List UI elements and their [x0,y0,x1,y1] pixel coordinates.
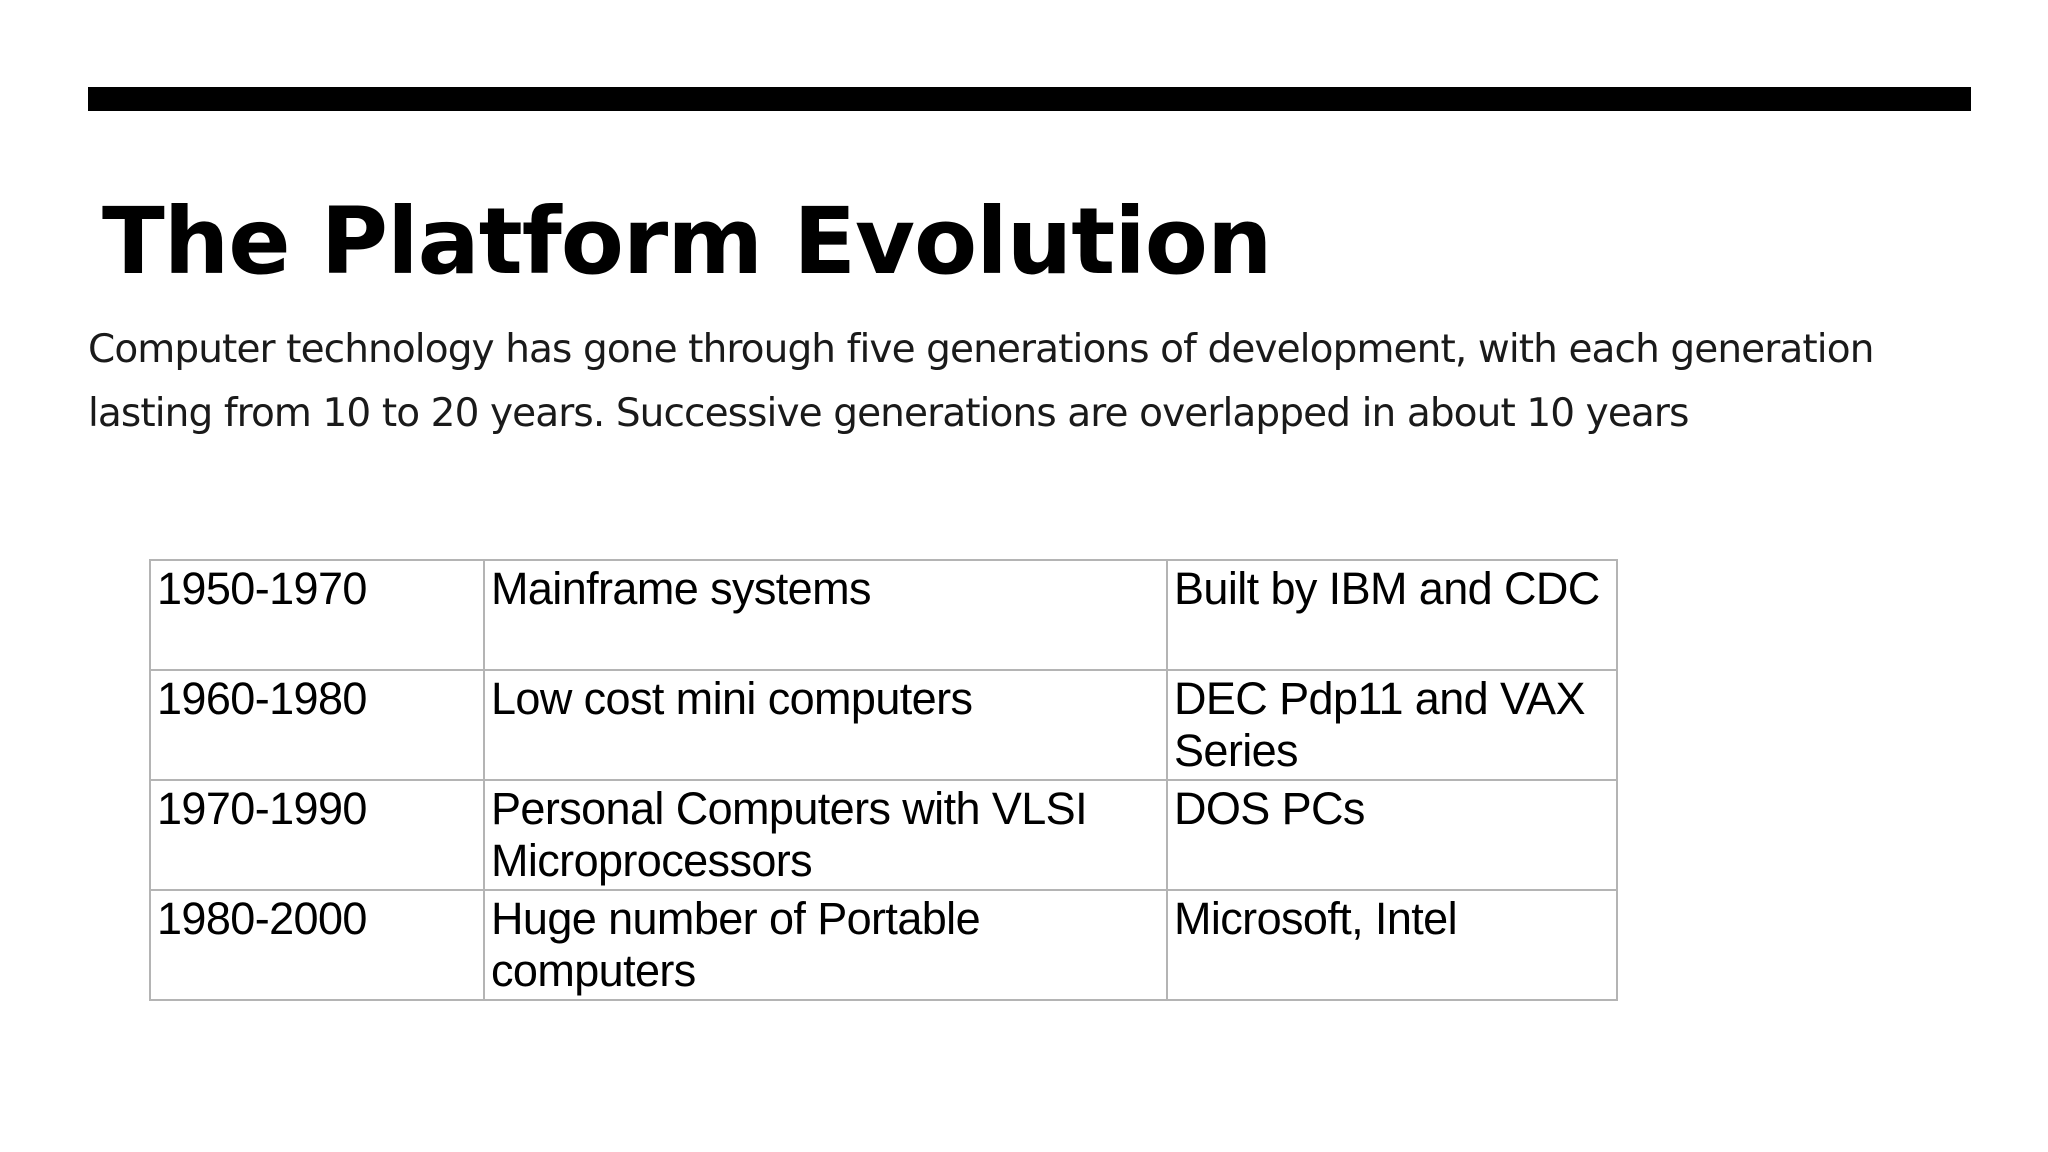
platform-evolution-table: 1950-1970 Mainframe systems Built by IBM… [149,559,1618,1001]
examples-cell: Built by IBM and CDC [1166,559,1618,671]
platform-cell: Mainframe systems [483,559,1168,671]
examples-text: Microsoft, Intel [1174,893,1458,944]
platform-text: Huge number of Portable computers [491,893,981,996]
examples-text: DEC Pdp11 and VAX Series [1174,673,1585,776]
platform-cell: Low cost mini computers [483,669,1168,781]
examples-cell: DEC Pdp11 and VAX Series [1166,669,1618,781]
platform-text: Mainframe systems [491,563,871,614]
table-row: 1950-1970 Mainframe systems Built by IBM… [149,559,1618,671]
period-text: 1980-2000 [157,893,367,944]
intro-paragraph: Computer technology has gone through fiv… [88,327,1874,436]
period-cell: 1960-1980 [149,669,485,781]
platform-cell: Huge number of Portable computers [483,889,1168,1001]
examples-text: Built by IBM and CDC [1174,563,1600,614]
period-cell: 1980-2000 [149,889,485,1001]
table-row: 1970-1990 Personal Computers with VLSI M… [149,779,1618,891]
period-text: 1950-1970 [157,563,367,614]
title-divider-bar [88,87,1971,111]
period-cell: 1970-1990 [149,779,485,891]
platform-text: Personal Computers with VLSI Microproces… [491,783,1088,886]
period-cell: 1950-1970 [149,559,485,671]
platform-cell: Personal Computers with VLSI Microproces… [483,779,1168,891]
platform-text: Low cost mini computers [491,673,973,724]
examples-text: DOS PCs [1174,783,1365,834]
examples-cell: DOS PCs [1166,779,1618,891]
table-row: 1960-1980 Low cost mini computers DEC Pd… [149,669,1618,781]
period-text: 1960-1980 [157,673,367,724]
slide-title: The Platform Evolution [102,188,1272,295]
period-text: 1970-1990 [157,783,367,834]
table-row: 1980-2000 Huge number of Portable comput… [149,889,1618,1001]
examples-cell: Microsoft, Intel [1166,889,1618,1001]
